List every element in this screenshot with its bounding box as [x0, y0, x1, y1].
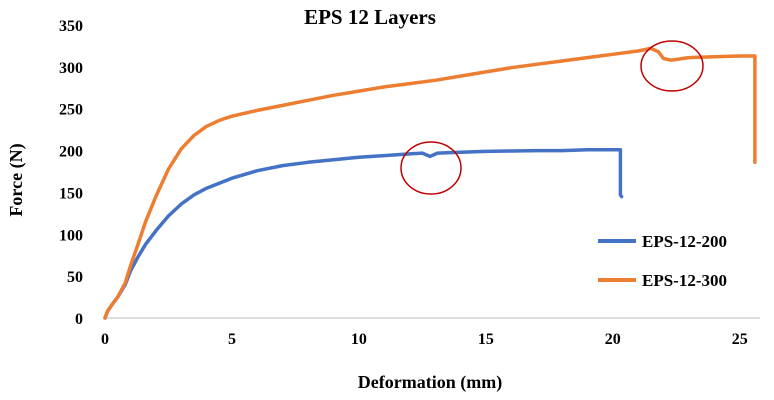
series-line-eps-12-300 [103, 46, 757, 320]
legend-label: EPS-12-200 [642, 232, 727, 251]
annotation-circle-orange [640, 40, 704, 92]
x-tick-label: 20 [605, 331, 621, 348]
x-tick-label: 10 [351, 331, 367, 348]
annotation-circles [400, 40, 704, 195]
x-axis-label: Deformation (mm) [358, 372, 502, 393]
series-layer [103, 46, 757, 320]
x-tick-label: 15 [478, 331, 494, 348]
y-tick-label: 250 [59, 102, 83, 119]
axes: 0 50 100 150 200 250 300 350 0 5 10 15 20 25 [59, 18, 760, 348]
x-tick-label: 25 [732, 331, 748, 348]
y-tick-label: 50 [67, 269, 83, 286]
legend-label: EPS-12-300 [642, 271, 727, 290]
y-axis-label: Force (N) [6, 143, 27, 216]
legend: EPS-12-200 EPS-12-300 [598, 232, 727, 290]
series-line-eps-12-200 [103, 147, 624, 320]
y-tick-label: 100 [59, 227, 83, 244]
x-tick-label: 0 [101, 331, 109, 348]
y-tick-label: 150 [59, 185, 83, 202]
y-tick-label: 300 [59, 60, 83, 77]
y-tick-label: 200 [59, 144, 83, 161]
chart-title: EPS 12 Layers [304, 5, 436, 29]
annotation-circle-blue [400, 141, 462, 195]
y-tick-label: 0 [75, 311, 83, 328]
x-tick-label: 5 [228, 331, 236, 348]
y-tick-label: 350 [59, 18, 83, 35]
